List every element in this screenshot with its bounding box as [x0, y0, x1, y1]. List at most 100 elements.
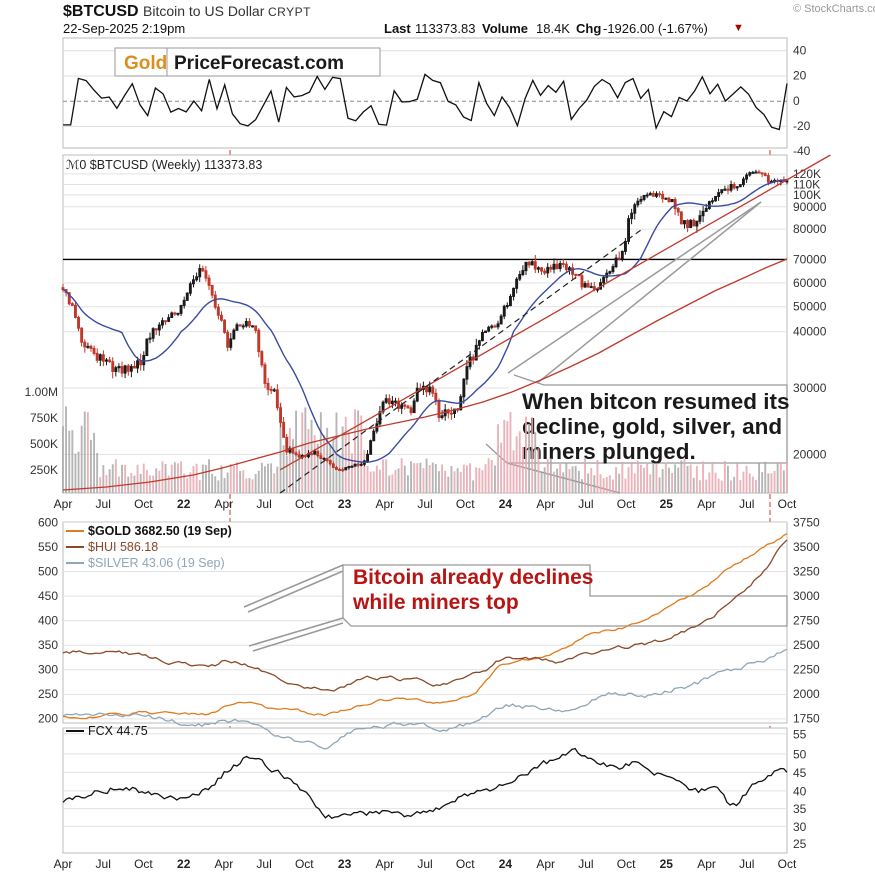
svg-text:-40: -40: [793, 144, 811, 158]
svg-text:22: 22: [177, 497, 191, 511]
svg-text:350: 350: [38, 638, 58, 652]
svg-text:Oct: Oct: [778, 857, 797, 871]
svg-text:2500: 2500: [793, 638, 820, 652]
svg-text:CRYPT: CRYPT: [268, 5, 311, 19]
svg-text:250K: 250K: [30, 463, 58, 477]
svg-text:Jul: Jul: [739, 497, 754, 511]
svg-text:Oct: Oct: [617, 857, 636, 871]
svg-text:while miners top: while miners top: [352, 591, 519, 614]
svg-text:3750: 3750: [793, 516, 820, 530]
svg-text:23: 23: [338, 857, 352, 871]
svg-text:$HUI 586.18: $HUI 586.18: [88, 540, 158, 554]
svg-text:1.00M: 1.00M: [25, 385, 58, 399]
svg-text:3500: 3500: [793, 540, 820, 554]
svg-text:40000: 40000: [793, 325, 827, 339]
svg-text:When bitcon resumed its: When bitcon resumed its: [522, 389, 790, 414]
svg-text:35: 35: [793, 802, 807, 816]
svg-text:Apr: Apr: [697, 497, 716, 511]
svg-text:Apr: Apr: [375, 857, 394, 871]
svg-text:18.4K: 18.4K: [536, 21, 570, 36]
svg-text:500K: 500K: [30, 437, 58, 451]
svg-text:80000: 80000: [793, 222, 827, 236]
svg-text:Volume: Volume: [482, 21, 528, 36]
svg-text:decline, gold, silver, and: decline, gold, silver, and: [522, 414, 782, 439]
svg-text:-1926.00 (-1.67%): -1926.00 (-1.67%): [603, 21, 708, 36]
svg-text:300: 300: [38, 663, 58, 677]
svg-text:70000: 70000: [793, 252, 827, 266]
svg-text:20000: 20000: [793, 447, 827, 461]
svg-text:22-Sep-2025 2:19pm: 22-Sep-2025 2:19pm: [63, 21, 185, 36]
svg-text:Apr: Apr: [375, 497, 394, 511]
svg-text:55: 55: [793, 727, 807, 741]
svg-text:90000: 90000: [793, 200, 827, 214]
svg-text:Gold: Gold: [124, 53, 167, 74]
svg-text:Oct: Oct: [295, 857, 314, 871]
svg-text:Apr: Apr: [536, 857, 555, 871]
svg-text:Jul: Jul: [256, 857, 271, 871]
svg-text:550: 550: [38, 540, 58, 554]
svg-text:113373.83: 113373.83: [415, 21, 476, 36]
svg-text:400: 400: [38, 614, 58, 628]
svg-text:500: 500: [38, 565, 58, 579]
svg-text:25: 25: [660, 497, 674, 511]
svg-text:Apr: Apr: [697, 857, 716, 871]
svg-text:© StockCharts.com: © StockCharts.com: [793, 3, 875, 15]
svg-text:50: 50: [793, 747, 807, 761]
svg-text:Jul: Jul: [417, 497, 432, 511]
svg-text:45: 45: [793, 766, 807, 780]
svg-text:Apr: Apr: [215, 497, 234, 511]
svg-text:Apr: Apr: [54, 857, 73, 871]
svg-text:450: 450: [38, 589, 58, 603]
svg-text:Jul: Jul: [578, 857, 593, 871]
svg-text:Oct: Oct: [295, 497, 314, 511]
svg-text:24: 24: [499, 497, 513, 511]
svg-text:40: 40: [793, 784, 807, 798]
svg-text:60000: 60000: [793, 276, 827, 290]
svg-text:Oct: Oct: [456, 857, 475, 871]
svg-text:2250: 2250: [793, 663, 820, 677]
svg-text:Jul: Jul: [96, 497, 111, 511]
svg-text:Jul: Jul: [96, 857, 111, 871]
svg-text:Bitcoin to US Dollar: Bitcoin to US Dollar: [143, 3, 265, 19]
svg-text:Apr: Apr: [536, 497, 555, 511]
svg-text:$SILVER 43.06 (19 Sep): $SILVER 43.06 (19 Sep): [88, 556, 225, 570]
svg-text:Oct: Oct: [778, 497, 797, 511]
svg-text:23: 23: [338, 497, 352, 511]
svg-text:FCX 44.75: FCX 44.75: [88, 724, 148, 738]
svg-text:Oct: Oct: [617, 497, 636, 511]
svg-text:3000: 3000: [793, 589, 820, 603]
svg-text:$BTCUSD: $BTCUSD: [63, 3, 139, 20]
svg-text:40: 40: [793, 44, 807, 58]
svg-text:Apr: Apr: [215, 857, 234, 871]
svg-text:50000: 50000: [793, 300, 827, 314]
svg-text:24: 24: [499, 857, 513, 871]
svg-text:PriceForecast.com: PriceForecast.com: [174, 53, 344, 74]
svg-text:750K: 750K: [30, 411, 58, 425]
svg-text:200: 200: [38, 712, 58, 726]
svg-text:Jul: Jul: [417, 857, 432, 871]
svg-text:Oct: Oct: [456, 497, 475, 511]
svg-text:30: 30: [793, 820, 807, 834]
svg-text:Jul: Jul: [256, 497, 271, 511]
svg-text:600: 600: [38, 516, 58, 530]
svg-text:250: 250: [38, 687, 58, 701]
svg-text:2000: 2000: [793, 687, 820, 701]
svg-text:25: 25: [660, 857, 674, 871]
svg-text:Jul: Jul: [578, 497, 593, 511]
svg-text:Bitcoin already declines: Bitcoin already declines: [353, 566, 593, 589]
svg-text:1750: 1750: [793, 712, 820, 726]
svg-text:0: 0: [793, 94, 800, 108]
svg-text:-20: -20: [793, 119, 811, 133]
svg-text:▼: ▼: [733, 22, 744, 34]
svg-text:3250: 3250: [793, 565, 820, 579]
svg-text:Jul: Jul: [739, 857, 754, 871]
svg-text:25: 25: [793, 837, 807, 851]
svg-text:Apr: Apr: [54, 497, 73, 511]
svg-text:Chg: Chg: [576, 21, 601, 36]
svg-text:30000: 30000: [793, 381, 827, 395]
svg-text:20: 20: [793, 69, 807, 83]
svg-text:Last: Last: [384, 21, 411, 36]
svg-text:$GOLD 3682.50 (19 Sep): $GOLD 3682.50 (19 Sep): [88, 524, 232, 538]
svg-text:Oct: Oct: [134, 497, 153, 511]
svg-text:ℳ0 $BTCUSD (Weekly) 113373.83: ℳ0 $BTCUSD (Weekly) 113373.83: [66, 158, 262, 172]
